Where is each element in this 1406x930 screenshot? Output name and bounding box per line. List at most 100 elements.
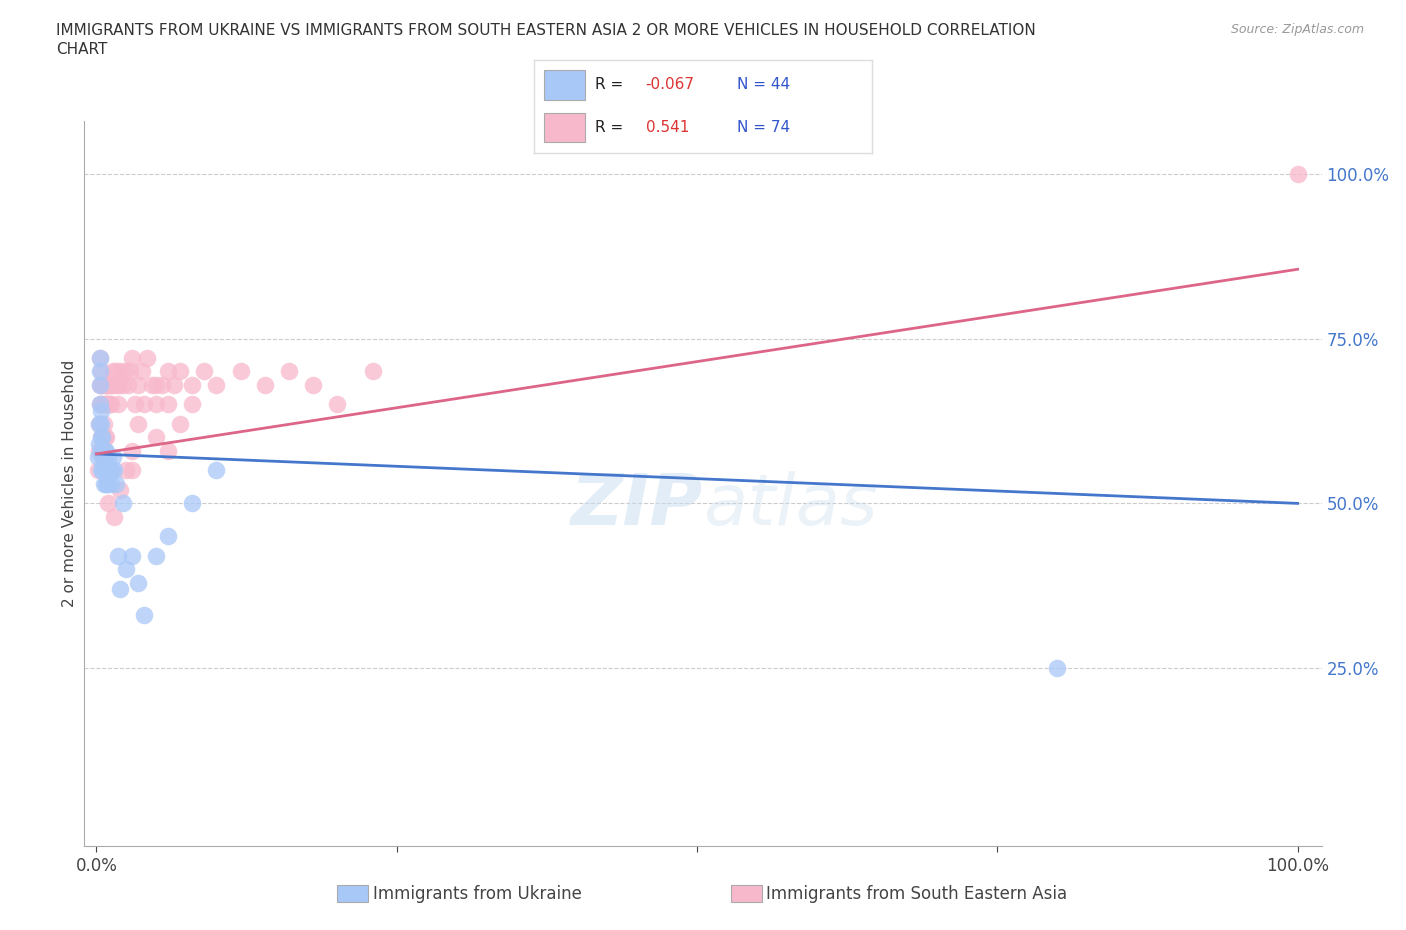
Point	[94, 397, 117, 412]
Point	[301, 378, 323, 392]
Point	[97, 378, 120, 392]
Point	[110, 364, 132, 379]
Point	[107, 397, 129, 412]
Point	[89, 351, 111, 365]
Point	[103, 509, 125, 524]
Point	[97, 450, 120, 465]
Point	[115, 562, 138, 577]
Point	[108, 378, 131, 392]
Text: N = 44: N = 44	[737, 77, 790, 92]
Point	[89, 351, 111, 365]
Point	[90, 404, 112, 418]
Point	[87, 444, 110, 458]
Point	[89, 364, 111, 379]
Point	[90, 463, 112, 478]
Point	[325, 397, 347, 412]
Text: IMMIGRANTS FROM UKRAINE VS IMMIGRANTS FROM SOUTH EASTERN ASIA 2 OR MORE VEHICLES: IMMIGRANTS FROM UKRAINE VS IMMIGRANTS FR…	[56, 23, 1036, 38]
Point	[145, 397, 167, 412]
Text: atlas: atlas	[703, 471, 877, 539]
Text: Immigrants from Ukraine: Immigrants from Ukraine	[373, 884, 582, 903]
Point	[98, 397, 121, 412]
Point	[93, 476, 115, 491]
Point	[145, 549, 167, 564]
Point	[103, 364, 125, 379]
Point	[91, 463, 114, 478]
Point	[100, 476, 122, 491]
Point	[94, 397, 117, 412]
Point	[87, 436, 110, 451]
Point	[94, 378, 117, 392]
Point	[205, 378, 228, 392]
Point	[163, 378, 186, 392]
Point	[98, 463, 121, 478]
Point	[89, 397, 111, 412]
Point	[121, 351, 143, 365]
Point	[96, 457, 118, 472]
Point	[94, 444, 117, 458]
Point	[134, 397, 156, 412]
Point	[193, 364, 215, 379]
Point	[97, 496, 120, 511]
Point	[91, 397, 114, 412]
Point	[181, 496, 204, 511]
Point	[97, 463, 120, 478]
Point	[86, 450, 108, 465]
Point	[103, 463, 125, 478]
Point	[86, 463, 108, 478]
Point	[152, 378, 174, 392]
Point	[94, 430, 117, 445]
Point	[169, 364, 191, 379]
Point	[97, 397, 120, 412]
Point	[141, 378, 163, 392]
Point	[93, 417, 115, 432]
Text: R =: R =	[595, 120, 633, 135]
Point	[101, 463, 124, 478]
Point	[253, 378, 276, 392]
Point	[103, 450, 125, 465]
Point	[118, 364, 141, 379]
Point	[117, 378, 139, 392]
Point	[90, 417, 112, 432]
Point	[157, 444, 180, 458]
Point	[89, 378, 111, 392]
Point	[111, 496, 134, 511]
Point	[229, 364, 252, 379]
Point	[1046, 661, 1069, 676]
Point	[121, 463, 143, 478]
Text: Immigrants from South Eastern Asia: Immigrants from South Eastern Asia	[766, 884, 1067, 903]
Text: CHART: CHART	[56, 42, 108, 57]
Point	[94, 463, 117, 478]
Point	[121, 444, 143, 458]
Point	[205, 463, 228, 478]
Point	[115, 463, 138, 478]
Point	[89, 397, 111, 412]
Point	[135, 351, 157, 365]
Point	[91, 430, 114, 445]
Point	[127, 378, 149, 392]
Point	[145, 430, 167, 445]
Point	[93, 444, 115, 458]
Point	[131, 364, 153, 379]
Point	[93, 457, 115, 472]
Point	[107, 549, 129, 564]
Point	[127, 417, 149, 432]
Point	[181, 378, 204, 392]
Point	[87, 417, 110, 432]
Text: -0.067: -0.067	[645, 77, 695, 92]
Text: ZIP: ZIP	[571, 471, 703, 539]
Point	[90, 364, 112, 379]
Point	[103, 378, 125, 392]
Point	[277, 364, 299, 379]
Point	[134, 608, 156, 623]
Point	[90, 397, 112, 412]
Text: 0.541: 0.541	[645, 120, 689, 135]
Point	[94, 463, 117, 478]
Point	[114, 364, 136, 379]
Point	[121, 549, 143, 564]
Point	[94, 444, 117, 458]
Point	[124, 397, 146, 412]
Point	[101, 378, 124, 392]
Point	[96, 476, 118, 491]
FancyBboxPatch shape	[544, 70, 585, 100]
Point	[157, 364, 180, 379]
